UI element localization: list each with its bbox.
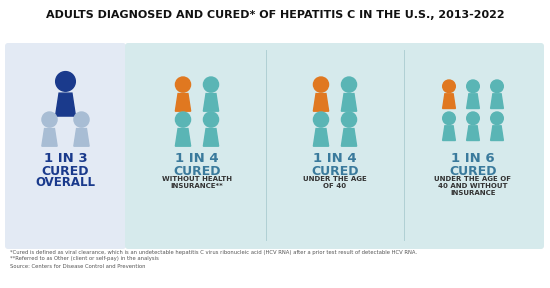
Text: CURED: CURED [42, 165, 89, 178]
Polygon shape [342, 94, 356, 111]
Polygon shape [466, 94, 480, 109]
Text: 1 IN 4: 1 IN 4 [175, 152, 219, 165]
Polygon shape [42, 128, 57, 146]
Polygon shape [175, 128, 191, 146]
Circle shape [467, 112, 479, 125]
Polygon shape [443, 94, 455, 109]
Polygon shape [204, 94, 219, 111]
Text: UNDER THE AGE OF
40 AND WITHOUT
INSURANCE: UNDER THE AGE OF 40 AND WITHOUT INSURANC… [434, 176, 512, 196]
Polygon shape [204, 128, 219, 146]
Circle shape [204, 77, 218, 92]
Text: UNDER THE AGE
OF 40: UNDER THE AGE OF 40 [303, 176, 367, 189]
Circle shape [443, 80, 455, 93]
Circle shape [342, 77, 356, 92]
Polygon shape [314, 94, 329, 111]
Polygon shape [314, 128, 329, 146]
Circle shape [443, 112, 455, 125]
Text: *Cured is defined as viral clearance, which is an undetectable hepatitis C virus: *Cured is defined as viral clearance, wh… [10, 250, 417, 255]
Text: CURED: CURED [173, 165, 221, 178]
Text: OVERALL: OVERALL [36, 176, 96, 189]
Polygon shape [443, 126, 455, 141]
Circle shape [491, 112, 503, 125]
Circle shape [42, 112, 57, 127]
Polygon shape [56, 93, 75, 116]
Text: CURED: CURED [311, 165, 359, 178]
Circle shape [314, 112, 328, 127]
Circle shape [175, 112, 190, 127]
Polygon shape [491, 126, 503, 141]
Polygon shape [175, 94, 191, 111]
Text: 1 IN 3: 1 IN 3 [43, 152, 87, 165]
Text: 1 IN 6: 1 IN 6 [451, 152, 495, 165]
Polygon shape [342, 128, 356, 146]
Circle shape [491, 80, 503, 93]
Circle shape [467, 80, 479, 93]
Text: **Referred to as Other (client or self-pay) in the analysis: **Referred to as Other (client or self-p… [10, 256, 159, 261]
Text: 1 IN 4: 1 IN 4 [313, 152, 357, 165]
Circle shape [204, 112, 218, 127]
Text: CURED: CURED [449, 165, 497, 178]
FancyBboxPatch shape [5, 43, 126, 249]
Circle shape [175, 77, 190, 92]
Circle shape [314, 77, 328, 92]
Text: ADULTS DIAGNOSED AND CURED* OF HEPATITIS C IN THE U.S., 2013-2022: ADULTS DIAGNOSED AND CURED* OF HEPATITIS… [46, 10, 504, 20]
Polygon shape [491, 94, 503, 109]
Circle shape [74, 112, 89, 127]
Text: WITHOUT HEALTH
INSURANCE**: WITHOUT HEALTH INSURANCE** [162, 176, 232, 189]
Circle shape [342, 112, 356, 127]
Circle shape [56, 72, 75, 91]
Polygon shape [74, 128, 89, 146]
FancyBboxPatch shape [125, 43, 544, 249]
Polygon shape [466, 126, 480, 141]
Text: Source: Centers for Disease Control and Prevention: Source: Centers for Disease Control and … [10, 264, 146, 269]
